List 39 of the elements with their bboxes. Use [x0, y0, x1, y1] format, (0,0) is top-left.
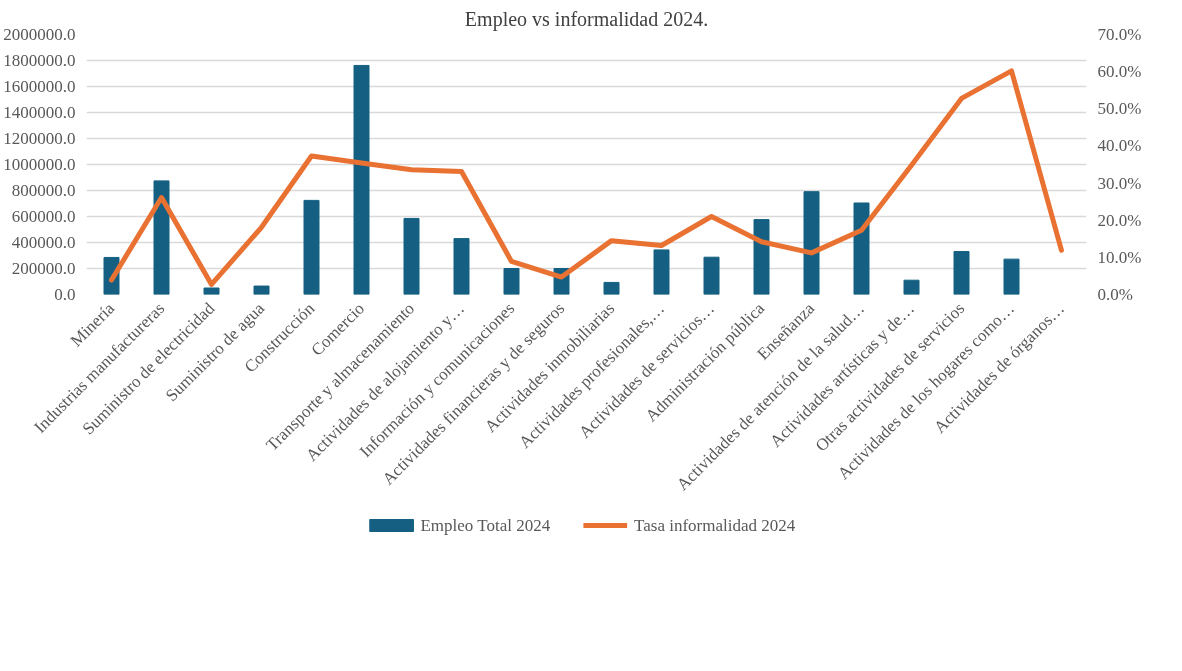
y2-tick-label: 20.0% [1097, 210, 1142, 230]
y2-tick-label: 30.0% [1097, 173, 1142, 193]
y-tick-label: 1600000.0 [3, 77, 76, 96]
bar [503, 268, 520, 295]
y-tick-label: 800000.0 [11, 181, 76, 200]
legend-label: Empleo Total 2024 [420, 516, 551, 535]
bar [803, 191, 820, 295]
bar [203, 287, 220, 295]
bar [653, 249, 670, 295]
y-tick-label: 0.0 [54, 285, 76, 304]
bar [853, 202, 870, 295]
bar [953, 250, 970, 295]
y2-tick-label: 70.0% [1097, 25, 1142, 44]
legend-label: Tasa informalidad 2024 [634, 516, 796, 535]
bar [253, 285, 270, 295]
bar [353, 64, 370, 295]
y-tick-label: 400000.0 [11, 233, 76, 252]
y2-tick-label: 50.0% [1097, 99, 1142, 119]
y-tick-label: 1800000.0 [3, 51, 76, 70]
bar [603, 281, 620, 295]
y-tick-label: 1200000.0 [3, 129, 76, 148]
y-tick-label: 1400000.0 [3, 103, 76, 122]
bar [753, 219, 770, 295]
bar [903, 279, 920, 295]
y-tick-label: 1000000.0 [3, 155, 76, 174]
y2-tick-label: 60.0% [1097, 62, 1142, 82]
y-tick-label: 600000.0 [11, 207, 76, 226]
bar [453, 238, 470, 295]
y2-tick-label: 0.0% [1097, 285, 1133, 304]
y-tick-label: 200000.0 [11, 259, 76, 278]
bar [303, 199, 320, 295]
bar [1003, 258, 1020, 295]
chart-title: Empleo vs informalidad 2024. [464, 7, 709, 31]
y-tick-label: 2000000.0 [3, 25, 76, 44]
bar [703, 256, 720, 295]
y2-tick-label: 10.0% [1097, 247, 1142, 267]
bar [153, 180, 170, 295]
y2-tick-label: 40.0% [1097, 136, 1142, 156]
bar [403, 217, 420, 295]
